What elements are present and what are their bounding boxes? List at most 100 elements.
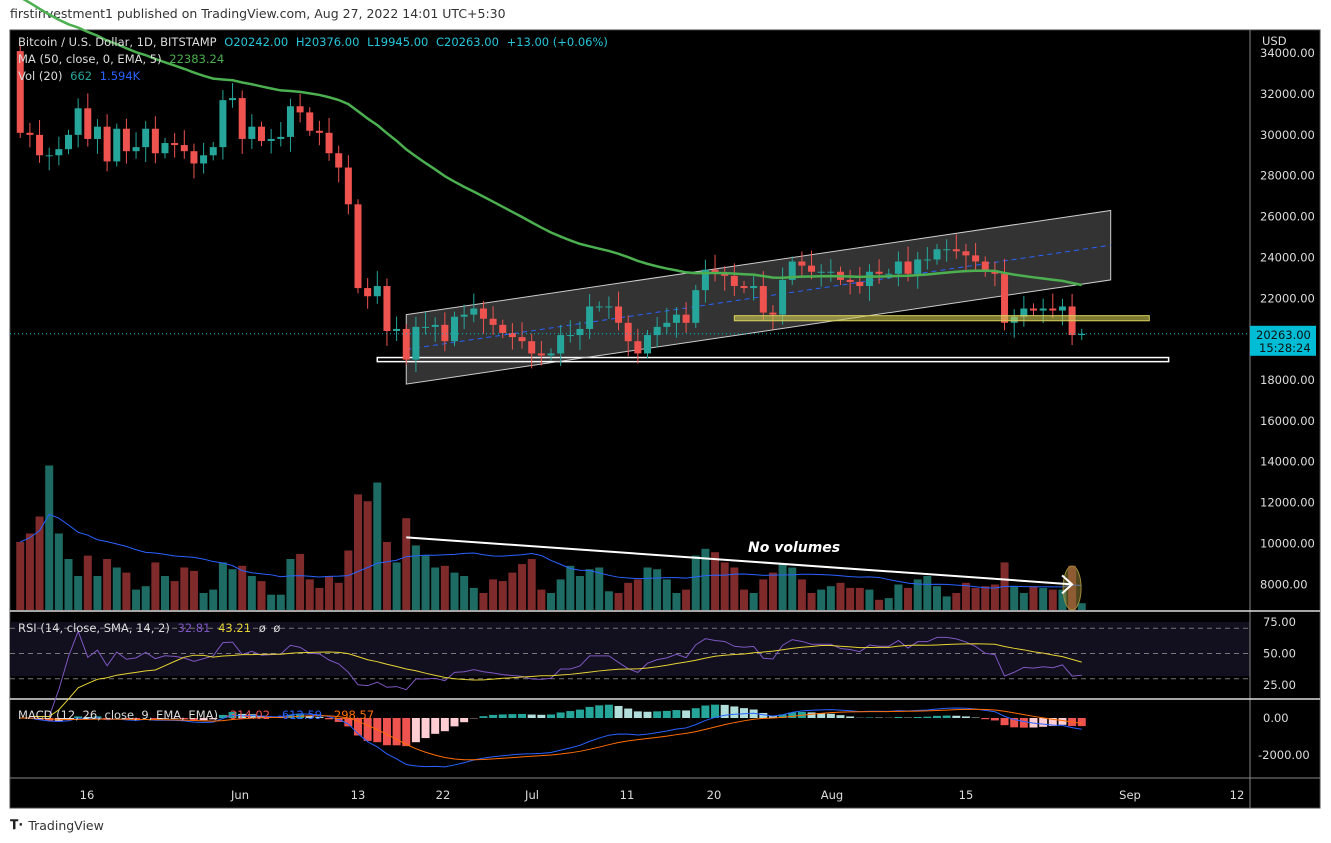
candle-body <box>769 312 777 315</box>
macd-signal-value: -298.57 <box>329 708 375 722</box>
candle-body <box>846 279 854 282</box>
candle-body <box>412 326 420 360</box>
candle-body <box>373 286 381 297</box>
macd-histogram-bar <box>1010 718 1019 728</box>
rsi-tick: 50.00 <box>1263 647 1296 661</box>
volume-bar <box>711 552 720 610</box>
volume-bar <box>363 501 372 610</box>
candle-body <box>1020 308 1028 317</box>
candle-body <box>962 251 970 256</box>
volume-bar <box>16 542 25 610</box>
macd-histogram-bar <box>132 718 141 720</box>
rsi-legend[interactable]: RSI (14, close, SMA, 14, 2) 32.81 43.21 … <box>18 621 284 635</box>
candle-body <box>817 271 825 273</box>
volume-bar <box>421 555 430 610</box>
price-tick: 10000.00 <box>1260 536 1315 550</box>
volume-bar <box>1039 587 1048 610</box>
candle-body <box>190 151 198 164</box>
candle-body <box>248 126 256 139</box>
ma-label: MA (50, close, 0, EMA, 5) <box>18 52 162 66</box>
candle-body <box>933 249 941 260</box>
volume-bar <box>1058 589 1067 610</box>
volume-bar <box>431 567 440 610</box>
volume-bar <box>257 581 266 610</box>
volume-bar <box>904 587 913 610</box>
candle-body <box>26 132 34 135</box>
rsi-ma-line <box>29 643 1082 717</box>
candle-body <box>508 333 516 338</box>
price-tick: 26000.00 <box>1260 210 1315 224</box>
arrow-line <box>406 536 1073 586</box>
candle-body <box>537 353 545 356</box>
volume-bar <box>730 567 739 610</box>
chart-background <box>9 29 1321 809</box>
candle-body <box>547 353 555 356</box>
volume-bar <box>1010 586 1019 610</box>
macd-histogram-bar <box>354 718 362 736</box>
candle-body <box>161 143 169 154</box>
macd-histogram-bar <box>344 718 353 727</box>
rsi-label: RSI (14, close, SMA, 14, 2) <box>18 621 170 635</box>
rsi-line <box>29 629 1082 717</box>
time-tick: Aug <box>821 788 843 802</box>
volume-bar <box>682 589 691 610</box>
macd-histogram-bar <box>749 709 758 718</box>
candle-body <box>74 108 82 135</box>
candle-body <box>441 324 449 342</box>
macd-histogram-bar <box>952 715 961 718</box>
volume-bar <box>199 593 208 610</box>
volume-bar <box>25 533 34 610</box>
vol-legend[interactable]: Vol (20) 662 1.594K <box>18 69 144 83</box>
macd-histogram-bar <box>1058 718 1067 725</box>
time-tick: 20 <box>707 788 722 802</box>
macd-histogram-bar <box>575 709 584 718</box>
candle-body <box>885 273 893 275</box>
candle-body <box>981 261 989 272</box>
macd-value: -612.59 <box>277 708 323 722</box>
macd-histogram-bar <box>740 708 748 718</box>
ma-legend[interactable]: MA (50, close, 0, EMA, 5) 22383.24 <box>18 52 228 66</box>
candle-body <box>267 138 275 141</box>
candle-body <box>701 269 709 291</box>
candle-body <box>45 155 53 157</box>
candle-body <box>914 259 922 274</box>
volume-bar <box>990 584 999 610</box>
candle-body <box>229 98 237 101</box>
volume-bar <box>228 569 237 610</box>
candle-body <box>296 106 304 113</box>
macd-histogram-bar <box>527 714 536 718</box>
candle-body <box>84 108 92 139</box>
candle-body <box>740 286 748 289</box>
macd-hist-value: -314.02 <box>225 708 271 722</box>
volume-bar <box>913 579 922 610</box>
volume-bar <box>450 572 459 610</box>
volume-bar <box>1077 603 1086 610</box>
volume-bar <box>151 562 160 610</box>
candle-body <box>576 328 584 336</box>
macd-histogram-bar <box>614 705 623 718</box>
macd-legend[interactable]: MACD (12, 26, close, 9, EMA, EMA) -314.0… <box>18 708 378 722</box>
candle-body <box>595 306 603 308</box>
candle-body <box>605 306 613 308</box>
volume-bar <box>218 562 227 610</box>
candle-body <box>103 126 111 162</box>
price-tick: 14000.00 <box>1260 455 1315 469</box>
macd-histogram-bar <box>643 711 652 718</box>
ohlc-low: L19945.00 <box>367 35 429 49</box>
candle-body <box>1078 333 1086 336</box>
volume-bar <box>112 567 121 610</box>
tradingview-logo[interactable]: 𝐓∙ TradingView <box>10 818 104 833</box>
macd-histogram-bar <box>662 710 671 718</box>
candle-body <box>65 134 72 150</box>
candle-body <box>354 204 362 289</box>
volume-bar <box>807 593 816 610</box>
volume-bar <box>865 589 874 610</box>
candle-body <box>393 328 401 331</box>
volume-bar <box>720 562 729 610</box>
volume-bar <box>826 586 835 610</box>
candle-body <box>865 271 873 287</box>
macd-histogram-bar <box>585 706 594 718</box>
macd-histogram-bar <box>711 704 720 718</box>
symbol-label[interactable]: Bitcoin / U.S. Dollar, 1D, BITSTAMP <box>18 35 217 49</box>
